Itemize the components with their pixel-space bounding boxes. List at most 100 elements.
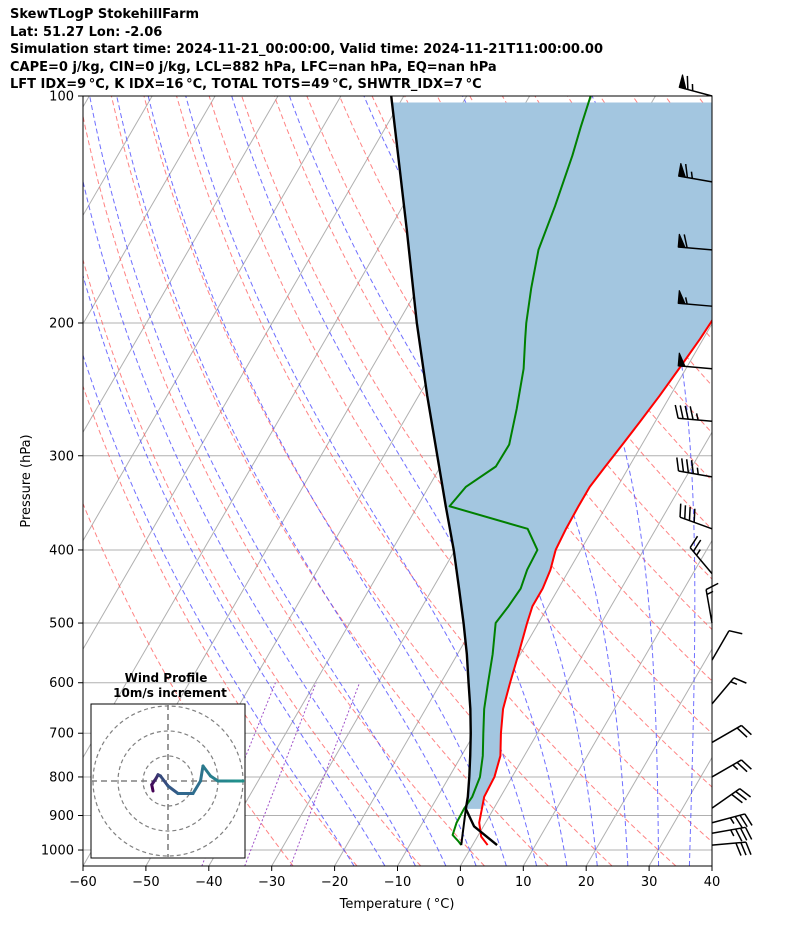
- isotherm-line: [83, 96, 342, 542]
- barb-full-flag: [689, 535, 699, 549]
- wind-barb: [711, 677, 747, 705]
- barb-full-flag: [736, 727, 748, 738]
- barb-full-flag: [744, 813, 753, 826]
- hodograph-segment: [166, 784, 180, 795]
- inset-subtitle: 10m/s increment: [113, 686, 227, 700]
- cape-fill-layer: [391, 102, 712, 809]
- barb-full-flag: [744, 826, 753, 840]
- barb-full-flag: [733, 677, 747, 684]
- wind-barb: [711, 826, 753, 842]
- hodograph-segment: [199, 764, 205, 783]
- barb-shaft: [711, 788, 741, 809]
- y-tick-label: 200: [49, 316, 74, 331]
- wind-barb: [676, 457, 713, 478]
- barb-shaft: [711, 759, 742, 778]
- parcel-line: [390, 96, 498, 846]
- profile-lines: [390, 96, 712, 846]
- moist-adiabat: [116, 96, 477, 866]
- x-tick-label: −30: [258, 875, 285, 890]
- wind-barb: [711, 841, 752, 856]
- barb-full-flag: [735, 790, 747, 801]
- y-tick-label: 300: [49, 449, 74, 464]
- dry-adiabat: [83, 258, 422, 866]
- x-tick-label: 20: [578, 875, 595, 890]
- x-tick-label: −50: [132, 875, 159, 890]
- moist-adiabat: [147, 96, 507, 866]
- barb-full-flag: [674, 404, 679, 419]
- isotherm-line: [711, 865, 712, 866]
- moist-adiabat: [591, 96, 696, 866]
- barb-full-flag: [692, 539, 702, 552]
- barb-shaft: [705, 589, 713, 624]
- hodograph-inset: Wind Profile 10m/s increment: [90, 671, 246, 859]
- isotherm-line: [83, 96, 279, 434]
- dry-adiabat: [143, 96, 613, 866]
- dry-adiabat: [83, 384, 358, 866]
- wind-barb: [689, 535, 713, 575]
- barb-pennant: [677, 290, 686, 305]
- barb-full-flag: [676, 457, 680, 472]
- barb-half-flag: [706, 590, 714, 596]
- wind-barb: [711, 759, 752, 778]
- wind-barb: [711, 724, 752, 744]
- barb-shaft: [711, 724, 742, 744]
- dry-adiabat: [241, 96, 712, 788]
- barb-shaft: [678, 417, 713, 423]
- y-tick-label: 900: [49, 809, 74, 824]
- barb-shaft: [678, 470, 713, 478]
- barb-full-flag: [705, 582, 719, 591]
- dry-adiabat: [110, 96, 549, 866]
- time-line: Simulation start time: 2024-11-21_00:00:…: [10, 42, 603, 57]
- barb-full-flag: [684, 405, 689, 420]
- x-axis-label: Temperature ( °C): [339, 897, 455, 912]
- parcel-surface-segment: [460, 808, 467, 846]
- wind-barb: [677, 163, 713, 183]
- mixing-ratio-line: [244, 682, 317, 866]
- barb-pennant: [677, 163, 687, 178]
- barb-pennant: [677, 352, 686, 367]
- y-tick-label: 800: [49, 770, 74, 785]
- barb-half-flag: [695, 549, 701, 556]
- moist-adiabat: [185, 96, 538, 866]
- barb-shaft: [711, 841, 746, 846]
- wind-barb: [674, 404, 713, 423]
- axes: −60 −50 −40 −30 −20 −10 0 10 20 30 40 100 200 300 400 5…: [41, 90, 720, 891]
- indices-line: CAPE=0 j/kg, CIN=0 j/kg, LCL=882 hPa, LF…: [10, 59, 497, 75]
- barb-full-flag: [681, 458, 685, 472]
- barb-shaft: [689, 547, 713, 575]
- wind-barb: [677, 233, 713, 251]
- background-grid: [83, 96, 794, 866]
- barb-pennant: [678, 74, 687, 90]
- barb-full-flag: [689, 406, 694, 420]
- barb-full-flag: [734, 816, 744, 829]
- barb-full-flag: [740, 842, 747, 856]
- hodograph-plot: [91, 704, 245, 858]
- barb-half-flag: [732, 764, 739, 771]
- moist-adiabat: [83, 353, 355, 866]
- barb-full-flag: [683, 505, 687, 519]
- barb-full-flag: [731, 793, 743, 804]
- barb-full-flag: [690, 460, 695, 474]
- isotherm-line: [585, 648, 712, 866]
- wind-barb: [711, 813, 753, 829]
- wind-barb: [705, 582, 719, 624]
- isotherm-line: [522, 539, 712, 866]
- barb-full-flag: [688, 507, 691, 521]
- wind-barb: [677, 290, 713, 307]
- barb-half-flag: [695, 413, 699, 421]
- x-tick-label: −10: [384, 875, 411, 890]
- moist-adiabat: [720, 96, 748, 866]
- y-tick-label: 700: [49, 727, 74, 742]
- wind-barb: [711, 629, 743, 661]
- barb-full-flag: [734, 828, 743, 842]
- wind-barbs: [674, 74, 753, 856]
- y-tick-label: 600: [49, 676, 74, 691]
- x-tick-label: 0: [456, 875, 464, 890]
- chart-header: SkewTLogP StokehillFarm Lat: 51.27 Lon: …: [10, 6, 603, 94]
- dry-adiabat: [730, 96, 794, 866]
- x-tick-label: −40: [195, 875, 222, 890]
- dry-adiabat: [83, 113, 485, 866]
- hodograph-segment: [191, 779, 202, 795]
- barb-full-flag: [739, 788, 752, 798]
